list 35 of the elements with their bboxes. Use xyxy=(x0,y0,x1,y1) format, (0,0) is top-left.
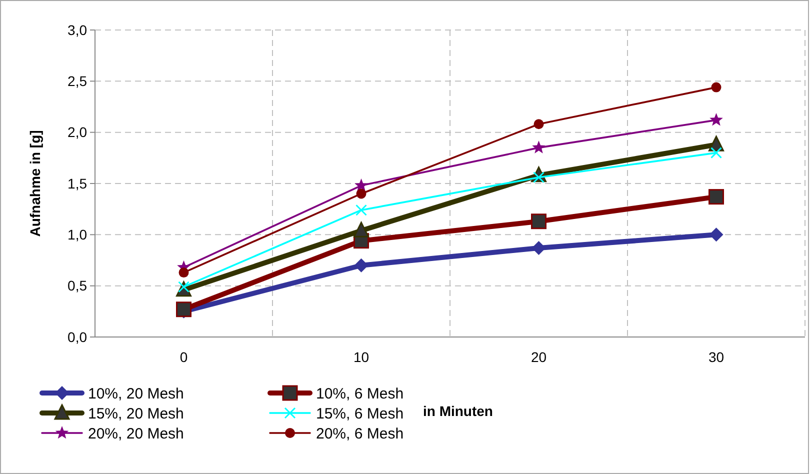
legend-label: 20%, 6 Mesh xyxy=(316,425,404,442)
point xyxy=(178,268,189,278)
y-tick-label: 0,5 xyxy=(68,278,88,294)
legend-label: 15%, 6 Mesh xyxy=(316,405,404,422)
y-tick-label: 3,0 xyxy=(68,22,88,38)
y-tick-label: 1,0 xyxy=(68,226,88,243)
point xyxy=(176,302,192,318)
x-tick-label: 30 xyxy=(708,349,724,365)
x-tick-label: 0 xyxy=(180,349,188,365)
legend-label: 10%, 20 Mesh xyxy=(88,385,184,402)
legend-label: 15%, 20 Mesh xyxy=(88,405,184,422)
point xyxy=(709,228,724,242)
point xyxy=(532,240,546,255)
point xyxy=(710,113,723,126)
y-axis-title: Aufnahme in [g] xyxy=(27,130,43,237)
x-tick-label: 10 xyxy=(353,349,370,365)
point xyxy=(532,140,546,154)
point xyxy=(710,147,722,159)
point xyxy=(708,189,724,205)
x-axis-title: in Minuten xyxy=(423,403,493,419)
y-tick-label: 2,0 xyxy=(68,124,88,140)
legend-label: 20%, 20 Mesh xyxy=(88,425,184,442)
point xyxy=(711,82,722,92)
point xyxy=(356,204,367,216)
y-tick-label: 1,5 xyxy=(68,175,88,192)
legend-label: 10%, 6 Mesh xyxy=(316,385,404,402)
y-tick-label: 0,0 xyxy=(68,328,88,345)
point xyxy=(534,119,544,130)
x-tick-label: 20 xyxy=(530,349,547,365)
point xyxy=(356,188,366,199)
point xyxy=(531,214,546,230)
point xyxy=(354,258,368,272)
y-tick-label: 2,5 xyxy=(68,73,88,90)
point xyxy=(354,178,368,192)
point xyxy=(354,222,369,238)
